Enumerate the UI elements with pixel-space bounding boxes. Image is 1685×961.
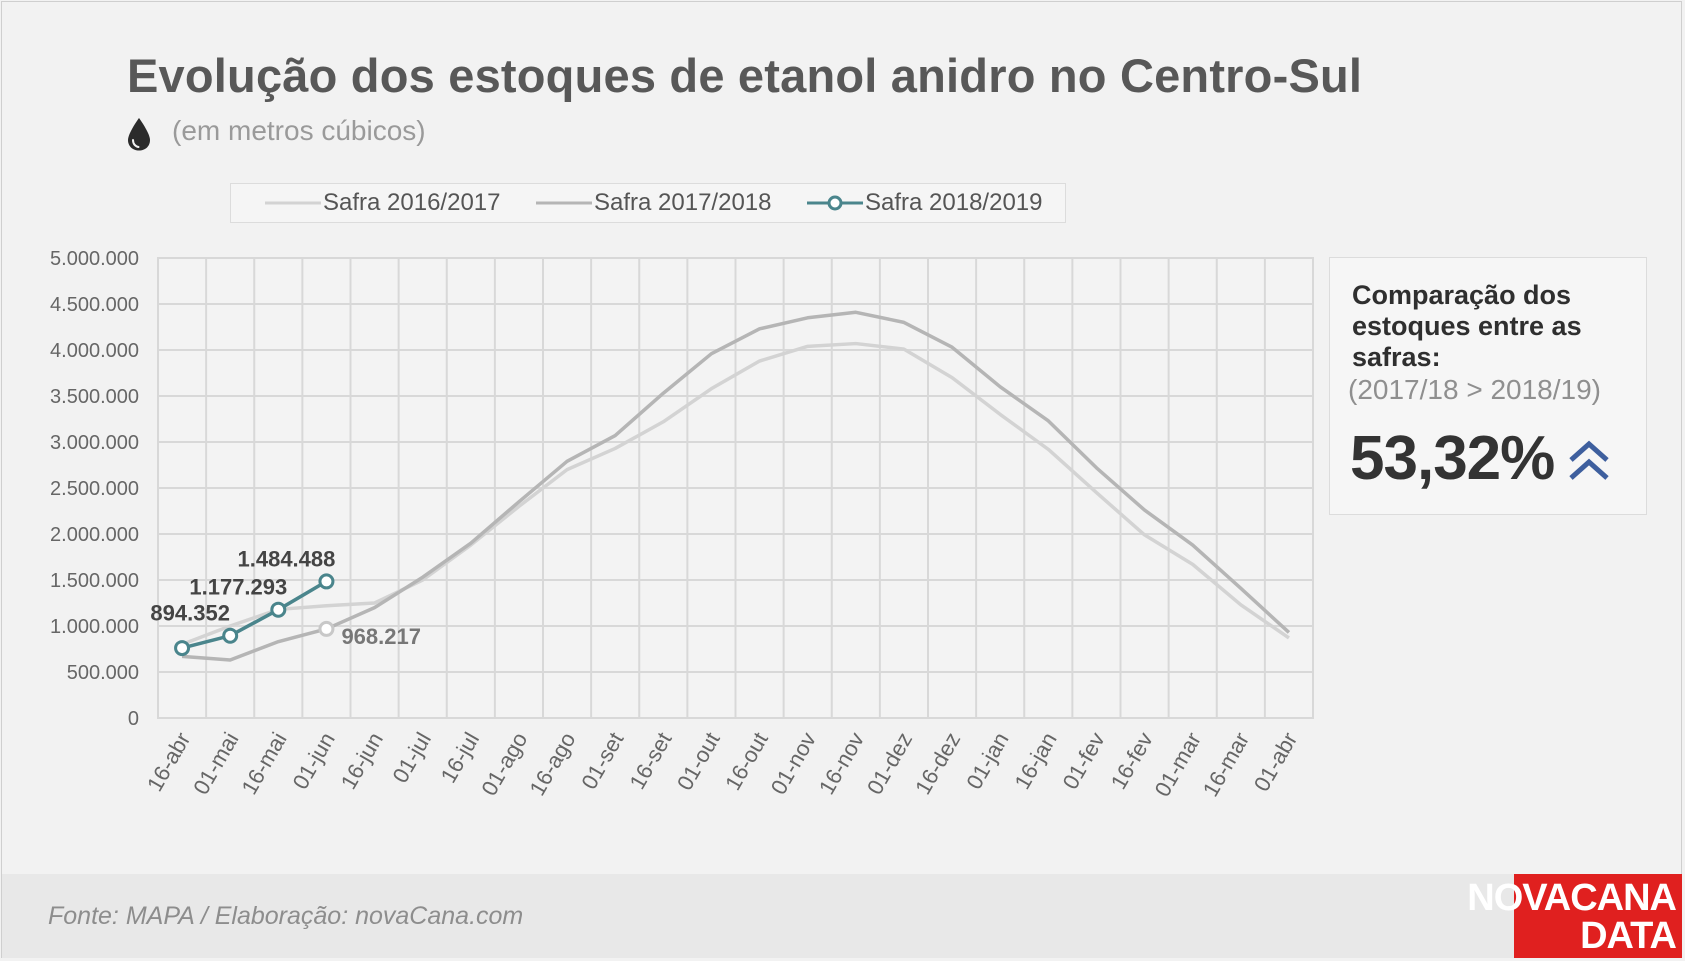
x-tick-label: 16-fev (1106, 728, 1158, 793)
series-point (270, 601, 287, 618)
x-tick-label: 01-jul (387, 728, 436, 787)
double-chevron-up-icon (1569, 440, 1609, 480)
y-tick-label: 2.000.000 (50, 524, 139, 546)
data-label: 968.217 (341, 624, 421, 649)
legend-label-2016: Safra 2016/2017 (323, 189, 501, 216)
comparison-title: Comparação dos estoques entre as safras: (1352, 280, 1582, 372)
x-tick-label: 16-dez (910, 728, 965, 799)
x-tick-label: 01-dez (862, 728, 917, 799)
x-tick-label: 16-mar (1198, 728, 1254, 801)
series-point-highlight (318, 620, 335, 637)
y-tick-label: 500.000 (67, 662, 139, 684)
x-tick-label: 01-abr (1249, 728, 1302, 796)
chart-legend: Safra 2016/2017 Safra 2017/2018 Safra 20… (230, 183, 1066, 223)
x-tick-label: 16-jul (436, 728, 485, 787)
y-tick-label: 5.000.000 (50, 248, 139, 270)
y-tick-label: 3.000.000 (50, 432, 139, 454)
legend-swatch-2016 (265, 201, 321, 205)
chart-subtitle: (em metros cúbicos) (172, 115, 426, 146)
brand-logo: NOVACANA DATA (1467, 874, 1682, 958)
comparison-panel: Comparação dos estoques entre as safras:… (1329, 257, 1647, 515)
data-label: 894.352 (150, 601, 230, 626)
comparison-subtitle: (2017/18 > 2018/19) (1348, 374, 1601, 405)
x-tick-label: 01-mar (1150, 728, 1206, 801)
y-tick-label: 1.500.000 (50, 570, 139, 592)
x-tick-label: 01-nov (766, 728, 821, 799)
x-tick-label: 01-fev (1058, 728, 1110, 793)
x-tick-label: 16-jan (1009, 728, 1061, 793)
series-point (222, 627, 239, 644)
legend-item-2018: Safra 2018/2019 (805, 184, 1042, 222)
brand-line2: DATA (1580, 915, 1677, 957)
comparison-value: 53,32% (1350, 424, 1555, 493)
legend-label-2018: Safra 2018/2019 (865, 189, 1043, 216)
x-tick-label: 01-jun (288, 728, 340, 793)
legend-item-2016: Safra 2016/2017 (263, 184, 500, 222)
x-tick-label: 16-abr (142, 728, 195, 796)
drop-icon (128, 118, 150, 151)
y-tick-label: 3.500.000 (50, 386, 139, 408)
x-tick-label: 01-out (672, 728, 725, 795)
series-line-1 (181, 310, 1291, 662)
footer: Fonte: MAPA / Elaboração: novaCana.com (2, 874, 1514, 958)
x-tick-label: 01-jan (961, 728, 1013, 793)
y-tick-label: 4.000.000 (50, 340, 139, 362)
chart-title: Evolução dos estoques de etanol anidro n… (127, 49, 1363, 102)
series-point (318, 573, 335, 590)
brand-line1: NOVACANA (1467, 877, 1677, 919)
source-note: Fonte: MAPA / Elaboração: novaCana.com (48, 902, 524, 930)
legend-label-2017: Safra 2017/2018 (594, 189, 772, 216)
series-line-0 (181, 341, 1290, 647)
x-tick-label: 01-set (576, 728, 628, 793)
series-point (174, 640, 191, 657)
y-tick-label: 1.000.000 (50, 616, 139, 638)
series-line-2 (181, 579, 328, 650)
legend-swatch-2017 (536, 201, 592, 205)
y-tick-label: 2.500.000 (50, 478, 139, 500)
y-tick-label: 4.500.000 (50, 294, 139, 316)
legend-swatch-2018 (807, 195, 863, 211)
x-tick-label: 16-mai (236, 728, 291, 799)
data-label: 1.177.293 (189, 575, 287, 600)
x-tick-label: 16-set (624, 728, 676, 793)
y-tick-label: 0 (128, 708, 139, 730)
x-tick-label: 16-ago (524, 728, 580, 800)
x-tick-label: 16-nov (814, 728, 869, 799)
data-label: 1.484.488 (238, 546, 336, 571)
x-tick-label: 01-ago (476, 728, 532, 800)
legend-item-2017: Safra 2017/2018 (534, 184, 771, 222)
x-tick-label: 16-jun (336, 728, 388, 793)
x-tick-label: 16-out (720, 728, 773, 795)
x-tick-label: 01-mai (188, 728, 243, 799)
